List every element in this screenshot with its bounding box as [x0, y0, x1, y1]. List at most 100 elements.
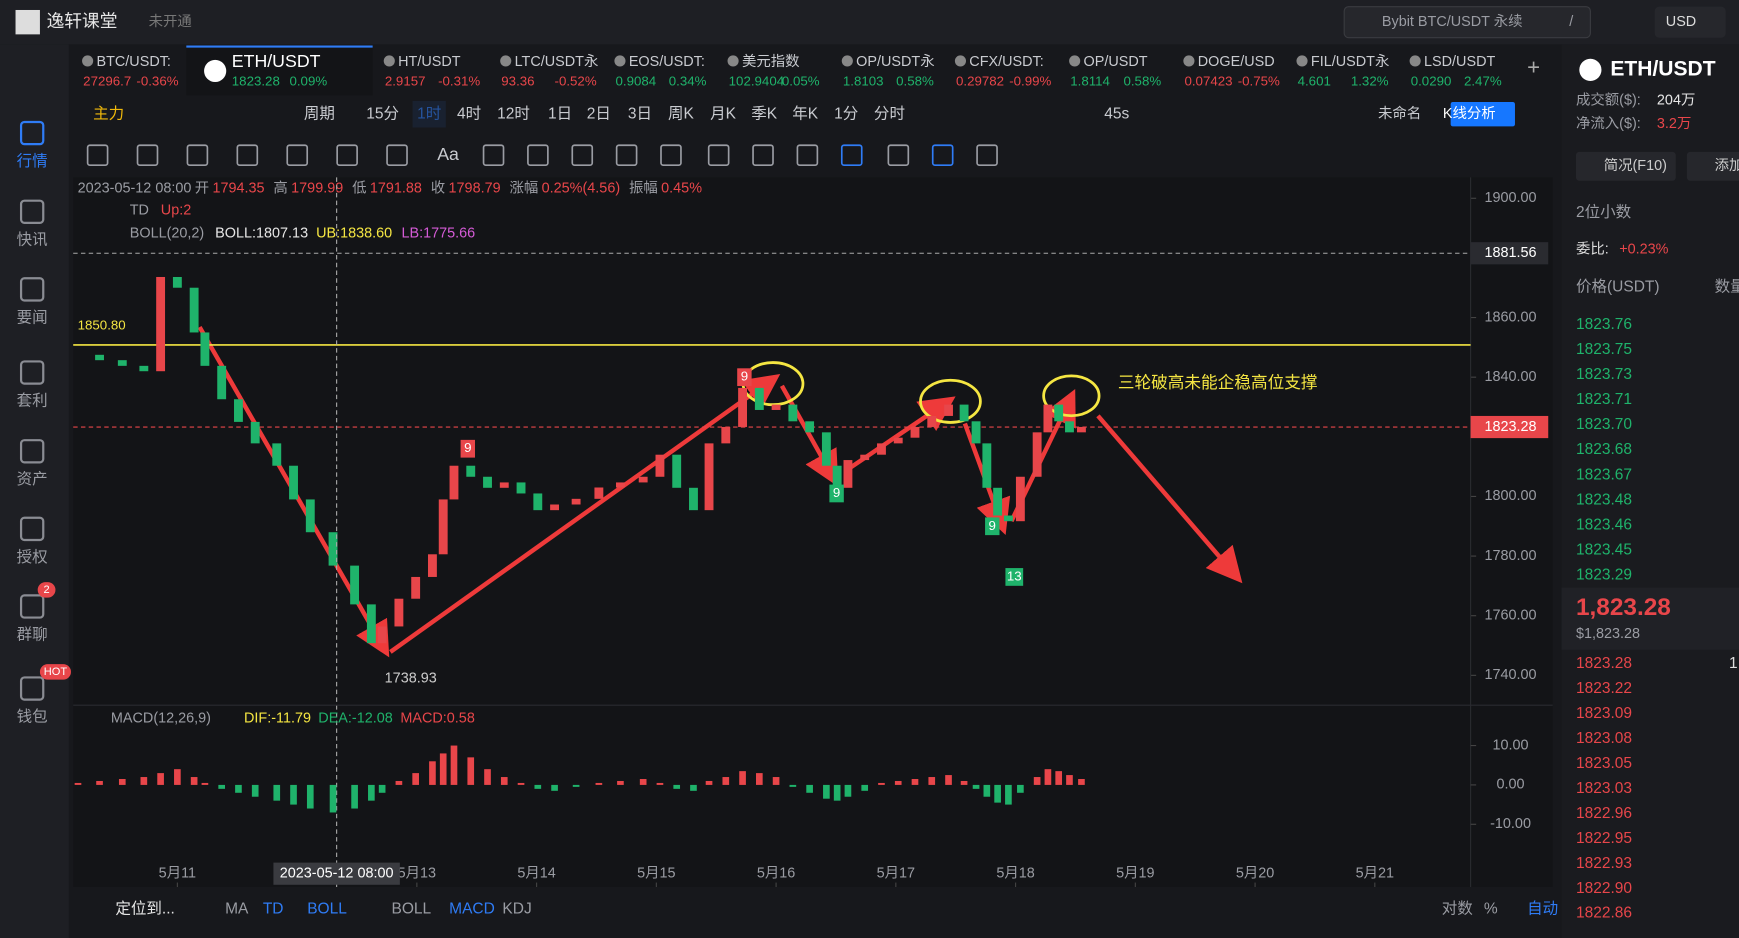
- tab-name[interactable]: OP/USDT永: [856, 53, 934, 70]
- bottom-item[interactable]: MA: [225, 900, 249, 917]
- sidebar-label[interactable]: 资产: [17, 470, 48, 488]
- tab-name[interactable]: LSD/USDT: [1424, 54, 1495, 70]
- tab-name[interactable]: OP/USDT: [1084, 54, 1148, 70]
- period[interactable]: 周K: [668, 105, 695, 122]
- tool-icon[interactable]: [286, 144, 309, 167]
- f10[interactable]: 简况(F10): [1604, 157, 1667, 174]
- sidebar-label[interactable]: 钱包: [17, 707, 48, 725]
- sidebar-label[interactable]: 快讯: [17, 231, 49, 249]
- tab-name[interactable]: EOS/USDT:: [629, 54, 705, 70]
- tool-icon[interactable]: [615, 144, 638, 167]
- bottom-item[interactable]: BOLL: [307, 900, 347, 917]
- tool-icon[interactable]: [186, 144, 209, 167]
- candle: [1054, 404, 1064, 422]
- tab-price[interactable]: 102.9404: [729, 74, 784, 89]
- sidebar-icon[interactable]: [19, 199, 45, 224]
- sidebar-label[interactable]: 群聊: [17, 625, 48, 643]
- refresh[interactable]: 45s: [1104, 105, 1129, 122]
- tool-icon[interactable]: [752, 144, 774, 167]
- analysis-label[interactable]: K线分析: [1443, 105, 1496, 122]
- add-tab-plus[interactable]: +: [1527, 55, 1540, 80]
- bottom-item[interactable]: 对数: [1442, 899, 1474, 917]
- tool-icon[interactable]: [571, 144, 594, 167]
- tool-icon[interactable]: [660, 144, 682, 167]
- sidebar-icon[interactable]: [19, 277, 45, 302]
- period[interactable]: 主力: [93, 104, 124, 122]
- bottom-item[interactable]: BOLL: [391, 900, 431, 917]
- tool-icon[interactable]: [236, 144, 259, 167]
- tab-name[interactable]: LTC/USDT永: [515, 53, 599, 70]
- currency[interactable]: USD: [1666, 14, 1696, 30]
- tool-icon[interactable]: [931, 144, 954, 167]
- tab-name[interactable]: BTC/USDT:: [96, 54, 170, 70]
- tab-name[interactable]: 美元指数: [742, 53, 800, 70]
- tab-name[interactable]: DOGE/USD: [1198, 54, 1275, 70]
- tool-icon[interactable]: [336, 144, 358, 167]
- search-text[interactable]: Bybit BTC/USDT 永续: [1382, 13, 1523, 30]
- tool-icon[interactable]: [527, 144, 549, 167]
- period[interactable]: 周期: [304, 104, 335, 122]
- period[interactable]: 1分: [834, 104, 858, 122]
- tab-price[interactable]: 0.07423: [1184, 74, 1232, 89]
- period[interactable]: 1日: [548, 105, 572, 122]
- sidebar-label[interactable]: 套利: [17, 391, 48, 409]
- tool-icon[interactable]: [136, 144, 159, 167]
- turnover-label: 成交额($):: [1576, 91, 1641, 109]
- tab-price[interactable]: 2.9157: [385, 74, 426, 89]
- bottom-item[interactable]: TD: [263, 900, 284, 917]
- add[interactable]: 添加: [1715, 157, 1739, 174]
- tab-name[interactable]: FIL/USDT永: [1311, 53, 1389, 70]
- bottom-item[interactable]: 定位到...: [115, 899, 174, 917]
- tab-price[interactable]: 0.29782: [956, 74, 1004, 89]
- tool-icon[interactable]: [707, 144, 730, 167]
- bottom-item[interactable]: KDJ: [502, 900, 531, 917]
- layout-name[interactable]: 未命名: [1378, 104, 1421, 122]
- sidebar-icon[interactable]: [19, 594, 45, 619]
- text-tool[interactable]: Aa: [437, 144, 459, 164]
- period[interactable]: 3日: [628, 105, 652, 122]
- tool-icon[interactable]: [386, 144, 408, 167]
- sidebar-icon[interactable]: [19, 676, 45, 701]
- f10-button[interactable]: [1575, 151, 1676, 181]
- sidebar-icon[interactable]: [19, 120, 45, 146]
- period[interactable]: 季K: [751, 104, 778, 122]
- add-button[interactable]: [1686, 151, 1739, 181]
- tab-price[interactable]: 1.8103: [843, 74, 884, 89]
- sidebar-label[interactable]: 授权: [17, 548, 49, 566]
- sidebar-icon[interactable]: [19, 516, 45, 542]
- tool-icon[interactable]: [976, 144, 998, 167]
- sidebar-icon[interactable]: [19, 439, 45, 464]
- tool-icon[interactable]: [796, 144, 819, 167]
- tab-name[interactable]: ETH/USDT: [232, 51, 321, 71]
- sidebar-label[interactable]: 行情: [17, 152, 48, 170]
- period[interactable]: 15分: [366, 104, 399, 122]
- tool-icon[interactable]: [86, 144, 109, 167]
- bottom-item[interactable]: 自动: [1527, 899, 1558, 917]
- period[interactable]: 2日: [587, 105, 611, 122]
- search-box[interactable]: [1343, 6, 1591, 39]
- sidebar-icon[interactable]: [19, 360, 45, 385]
- tab-price[interactable]: 27296.7: [83, 74, 131, 89]
- period[interactable]: 12时: [497, 104, 530, 122]
- analysis-button[interactable]: [1450, 102, 1515, 127]
- decimals[interactable]: 2位小数: [1576, 203, 1632, 221]
- bottom-item[interactable]: %: [1484, 900, 1498, 917]
- tab-price[interactable]: 1823.28: [232, 74, 280, 89]
- period[interactable]: 分时: [874, 104, 905, 122]
- period[interactable]: 年K: [792, 104, 819, 122]
- tab-price[interactable]: 93.36: [501, 74, 534, 89]
- tab-price[interactable]: 0.0290: [1411, 74, 1452, 89]
- sidebar-label[interactable]: 要闻: [17, 308, 48, 326]
- currency-select[interactable]: [1654, 6, 1726, 38]
- tool-icon[interactable]: [840, 144, 863, 167]
- period[interactable]: 4时: [457, 104, 481, 122]
- bottom-item[interactable]: MACD: [449, 900, 495, 917]
- tool-icon[interactable]: [887, 144, 910, 167]
- tool-icon[interactable]: [482, 144, 505, 167]
- tab-price[interactable]: 1.8114: [1070, 74, 1110, 89]
- tab-name[interactable]: CFX/USDT:: [969, 54, 1043, 70]
- tab-price[interactable]: 0.9084: [616, 74, 657, 89]
- tab-name[interactable]: HT/USDT: [398, 54, 461, 70]
- period[interactable]: 月K: [710, 105, 737, 122]
- tab-price[interactable]: 4.601: [1298, 74, 1331, 89]
